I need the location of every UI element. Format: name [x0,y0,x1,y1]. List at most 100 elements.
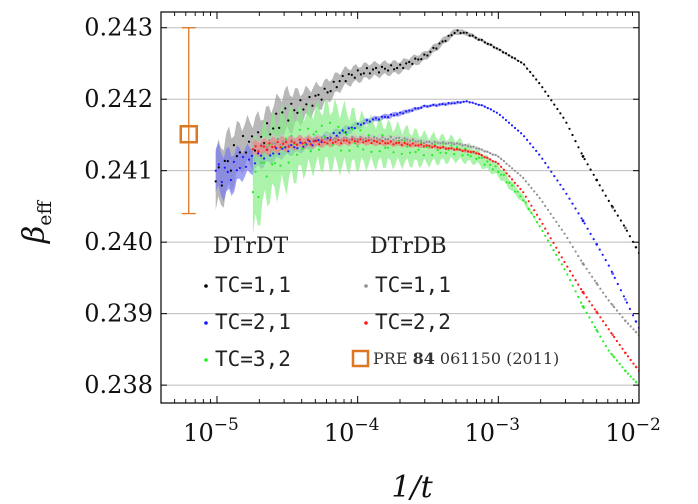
data-point [489,158,492,161]
data-point [414,150,417,154]
data-point [365,119,368,122]
legend-marker-reference [351,349,370,368]
data-point [624,369,627,373]
data-point [556,107,559,111]
data-point [442,142,445,145]
data-point [546,232,550,235]
data-point [458,143,461,146]
data-point [315,139,318,143]
data-point [504,52,508,55]
data-point [533,209,536,212]
data-point [628,307,632,310]
data-point [433,145,436,148]
data-point [585,311,588,314]
data-point [593,325,597,329]
data-point [334,137,337,140]
data-point [569,279,572,282]
data-point [353,140,356,143]
x-tick-exponent: −3 [495,415,520,435]
data-point [461,144,464,147]
data-point [393,114,396,117]
data-point [631,314,635,317]
data-point [235,169,238,172]
data-point [337,135,340,139]
data-point [595,178,599,182]
data-point [417,58,420,61]
legend-marker-dtrdb_11 [364,284,368,288]
y-axis-label-sub: eff [34,199,56,225]
data-point [340,149,343,152]
data-point [315,137,318,140]
data-point [390,113,393,116]
data-point [420,106,423,109]
data-point [356,122,359,125]
data-point [356,138,359,141]
data-point [368,72,371,75]
data-point [618,312,621,315]
data-point [595,310,599,314]
data-point [538,225,541,228]
data-point [566,273,569,276]
data-point [500,173,503,176]
data-point [417,140,420,143]
data-point [557,224,561,227]
data-point [439,142,442,145]
data-point [359,73,362,76]
data-point [238,166,241,170]
data-point [441,103,444,106]
data-point [502,173,505,176]
data-point [471,34,474,37]
data-point [581,219,585,223]
data-point [392,151,395,154]
data-point [486,107,489,110]
data-point [226,160,229,163]
data-point [318,148,321,151]
data-point [381,136,384,139]
data-point [529,142,532,145]
data-point [442,145,445,149]
data-point [338,80,341,83]
data-point [458,148,461,151]
data-point [566,265,569,268]
data-point [552,216,555,219]
data-point [444,151,447,155]
data-point [426,54,429,57]
data-point [318,140,321,143]
series-dtrdb_22 [251,138,639,372]
legend-marker-dtrdt_21 [204,321,208,325]
data-point [555,246,558,249]
data-point [621,347,624,350]
data-point [320,140,323,144]
data-point [466,145,470,148]
data-point [367,136,370,139]
data-point [250,135,254,138]
data-point [414,57,417,60]
data-point [295,143,299,146]
data-point [338,131,341,134]
data-point [387,69,390,72]
data-point [583,222,586,225]
data-point [475,157,478,160]
data-point [546,239,550,242]
data-point [474,102,477,105]
data-point [625,229,629,232]
data-point [263,157,266,160]
data-point [381,139,384,143]
data-point [279,143,282,146]
data-point [241,134,245,138]
data-point [408,60,411,64]
data-point [260,154,263,157]
data-point [272,152,275,155]
data-point [610,332,613,335]
x-tick-base: 10 [183,419,214,447]
data-point [260,161,263,164]
data-point [423,53,426,56]
data-point [465,31,468,34]
data-point [624,319,627,323]
data-point [591,275,594,278]
data-point [345,133,348,136]
data-point [611,354,615,357]
data-point [580,217,583,220]
data-point [342,131,345,134]
